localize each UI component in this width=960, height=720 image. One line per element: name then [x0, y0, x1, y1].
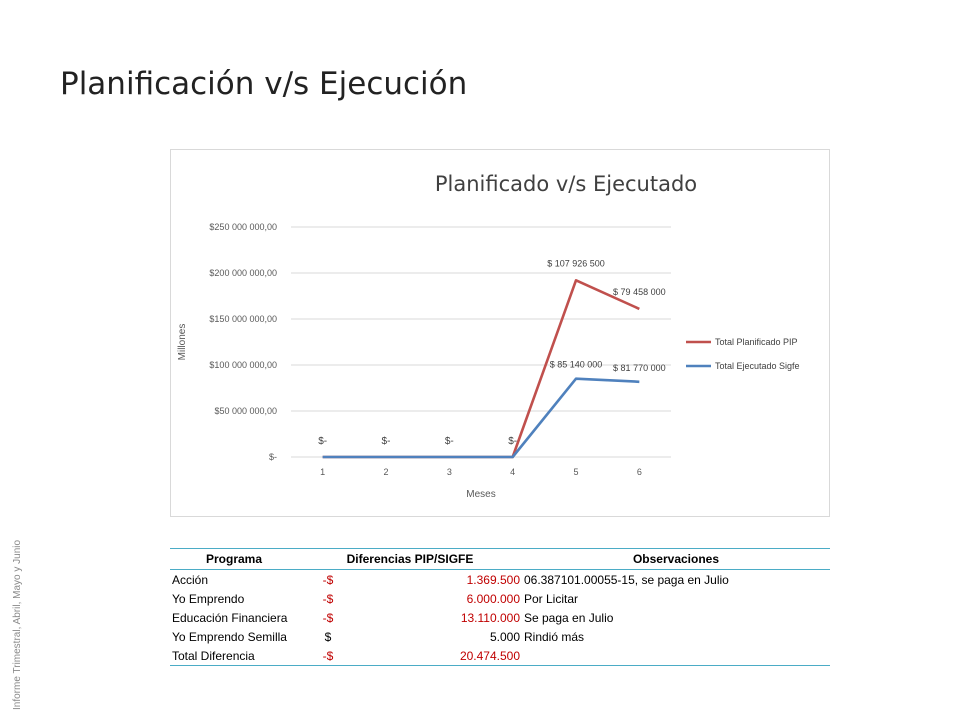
- series-line-ejecutado: [322, 377, 640, 459]
- cell-sign: -$: [298, 646, 358, 666]
- x-tick-label: 2: [383, 467, 388, 477]
- data-label-planificado: $ 79 458 000: [613, 287, 666, 297]
- cell-observacion: Rindió más: [524, 629, 585, 644]
- differences-table: Programa Diferencias PIP/SIGFE Observaci…: [170, 548, 830, 666]
- x-tick-label: 3: [447, 467, 452, 477]
- cell-observacion: Por Licitar: [524, 591, 579, 606]
- cell-amount: 5.000: [489, 629, 520, 644]
- cell-observacion: 06.387101.00055-15, se paga en Julio: [524, 572, 729, 587]
- y-tick-label: $200 000 000,00: [209, 268, 277, 278]
- data-label-ejecutado: $-: [508, 436, 517, 447]
- cell-amount: 6.000.000: [466, 591, 520, 606]
- cell-programa: Acción: [172, 572, 209, 587]
- chart-title: Planificado v/s Ejecutado: [434, 172, 698, 196]
- table-row: Total Diferencia -$ 20.474.500: [170, 646, 830, 666]
- x-tick-label: 1: [320, 467, 325, 477]
- table-header-row: Programa Diferencias PIP/SIGFE Observaci…: [170, 548, 830, 570]
- cell-programa: Total Diferencia: [170, 646, 298, 666]
- line-chart: $- $50 000 000,00 $100 000 000,00 $150 000 …: [177, 222, 800, 500]
- data-label-ejecutado: $ 85 140 000: [550, 360, 603, 370]
- cell-sign: -$: [322, 572, 334, 587]
- y-tick-label: $-: [269, 452, 277, 462]
- data-label-ejecutado: $ 81 770 000: [613, 363, 666, 373]
- y-tick-label: $100 000 000,00: [209, 360, 277, 370]
- x-axis-title: Meses: [466, 489, 495, 500]
- cell-sign: $: [324, 629, 332, 644]
- data-label-planificado: $ 107 926 500: [547, 258, 605, 268]
- y-tick-label: $250 000 000,00: [209, 222, 277, 232]
- data-label-ejecutado: $-: [445, 436, 454, 447]
- cell-programa: Yo Emprendo Semilla: [172, 629, 287, 644]
- table-row: Acción -$ 1.369.500 06.387101.00055-15, se …: [170, 570, 830, 590]
- table-row: Educación Financiera -$ 13.110.000 Se paga …: [170, 608, 830, 627]
- cell-observacion: Se paga en Julio: [524, 610, 614, 625]
- legend-label-ejecutado: Total Ejecutado Sigfe: [715, 361, 800, 371]
- cell-amount: 1.369.500: [466, 572, 520, 587]
- data-label-ejecutado: $-: [382, 436, 391, 447]
- chart-container: $- $50 000 000,00 $100 000 000,00 $150 000 …: [170, 149, 830, 517]
- header-programa: Programa: [170, 548, 298, 570]
- table-row: Yo Emprendo Semilla $5.000 Rindió más: [170, 627, 830, 646]
- header-diferencias: Diferencias PIP/SIGFE: [298, 548, 522, 570]
- cell-programa: Educación Financiera: [172, 610, 288, 625]
- cell-amount: 13.110.000: [460, 610, 520, 625]
- x-tick-label: 6: [637, 467, 642, 477]
- header-observaciones: Observaciones: [522, 548, 830, 570]
- cell-programa: Yo Emprendo: [172, 591, 245, 606]
- x-tick-label: 4: [510, 467, 515, 477]
- side-note: Informe Trimestral, Abril, Mayo y Junio: [12, 539, 23, 710]
- table-row: Yo Emprendo -$ 6.000.000 Por Licitar: [170, 589, 830, 608]
- x-tick-label: 5: [573, 467, 578, 477]
- legend-label-planificado: Total Planificado PIP: [715, 337, 798, 347]
- y-tick-label: $50 000 000,00: [214, 406, 277, 416]
- cell-amount: 20.474.500: [358, 646, 522, 666]
- cell-sign: -$: [322, 610, 334, 625]
- data-label-ejecutado: $-: [318, 436, 327, 447]
- y-axis-title: Millones: [177, 324, 188, 361]
- y-tick-label: $150 000 000,00: [209, 314, 277, 324]
- cell-sign: -$: [322, 591, 334, 606]
- cell-observacion: [522, 646, 830, 666]
- slide-title: Planificación v/s Ejecución: [60, 66, 468, 102]
